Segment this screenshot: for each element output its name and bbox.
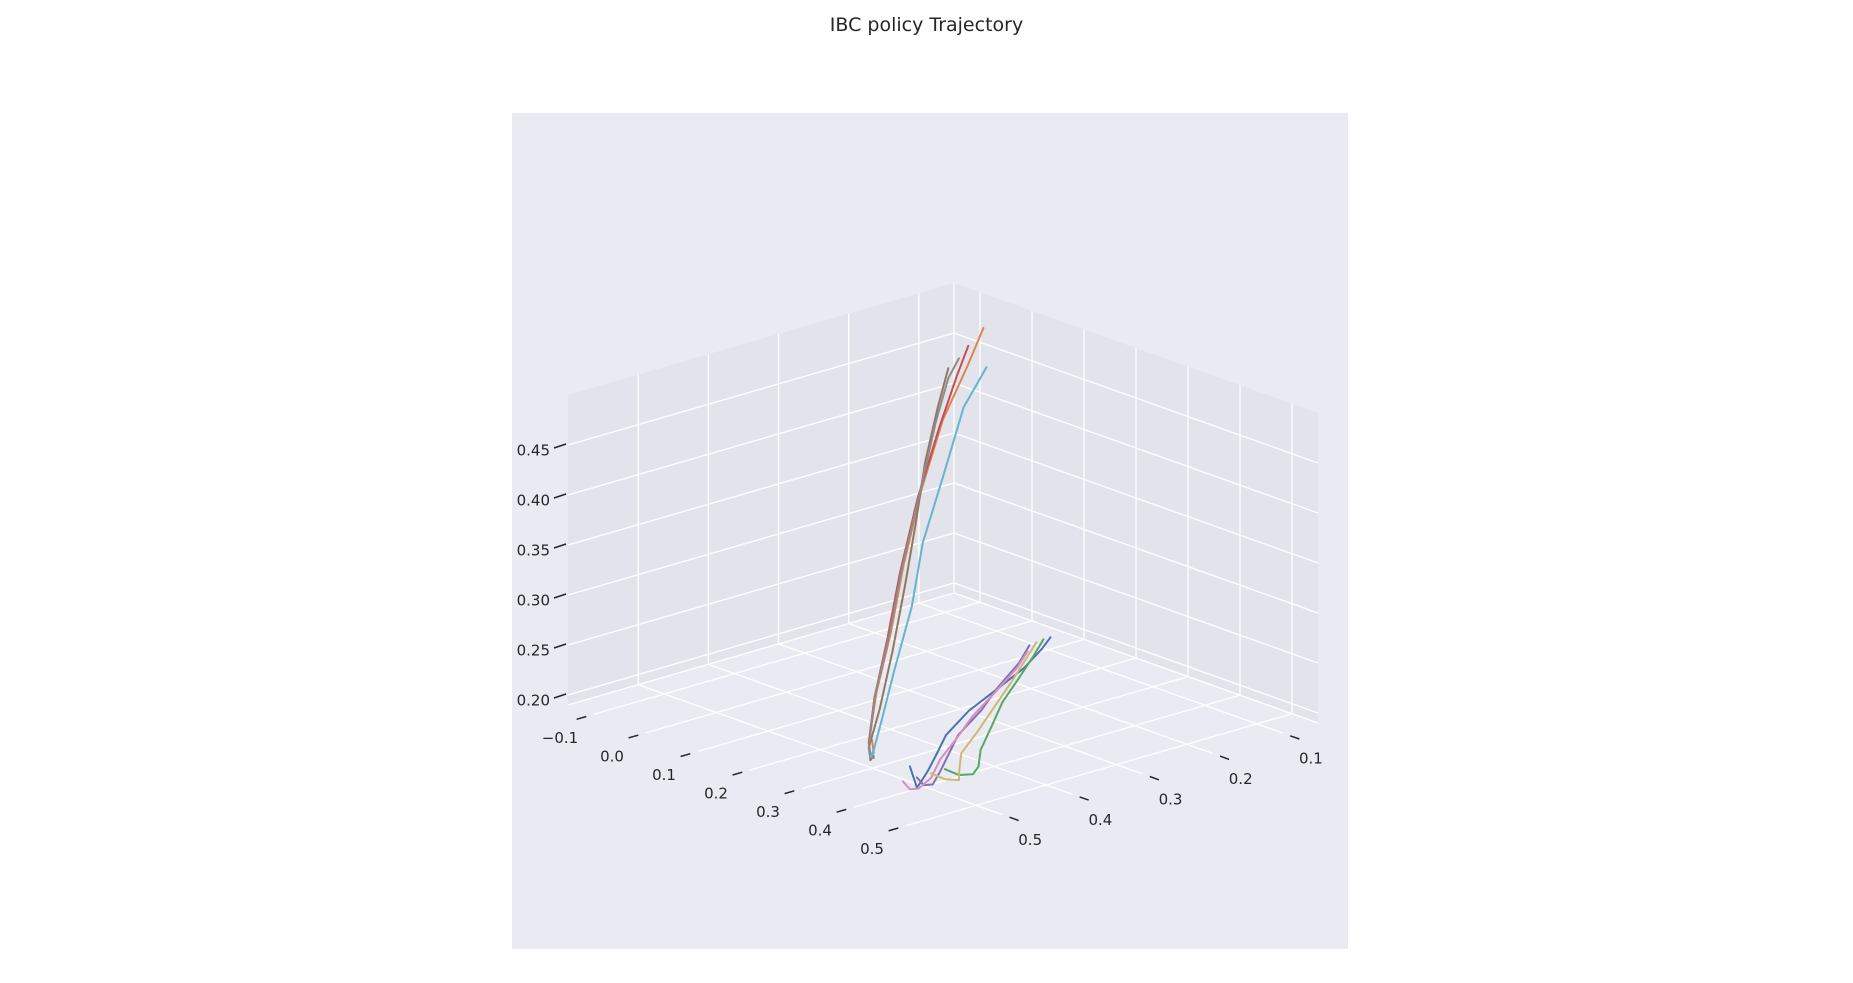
y-gridline: [778, 643, 1143, 775]
x-tick-label: 0.3: [756, 803, 780, 821]
z-gridline: [953, 432, 1319, 564]
x-gridline: [593, 601, 981, 715]
z-gridline: [953, 482, 1319, 614]
z-tick: [553, 643, 567, 649]
x-tick: [576, 715, 587, 721]
y-tick: [1009, 816, 1019, 822]
z-gridline: [567, 532, 955, 646]
x-tick: [732, 771, 743, 776]
x-gridline: [801, 675, 1189, 790]
z-gridline: [953, 332, 1319, 464]
x-tick-label: 0.0: [600, 747, 624, 765]
series-line-7: [901, 650, 1029, 791]
z-gridline: [567, 582, 955, 696]
y-tick: [1079, 796, 1089, 801]
x-tick: [888, 827, 899, 832]
z-tick: [553, 693, 567, 699]
z-gridline: [953, 582, 1319, 714]
x-gridline: [697, 638, 1085, 753]
y-gridline: [918, 602, 1284, 734]
x-tick-label: 0.4: [808, 822, 832, 840]
z-tick-label: 0.20: [517, 692, 550, 710]
z-tick-label: 0.35: [517, 542, 550, 560]
z-gridline: [953, 382, 1319, 514]
z-gridline: [953, 532, 1319, 664]
z-gridline: [567, 382, 955, 496]
z-tick: [553, 593, 567, 599]
series-line-8: [867, 357, 960, 759]
z-gridline: [567, 432, 955, 546]
chart-title: IBC policy Trajectory: [829, 14, 1024, 36]
x-gridline: [905, 713, 1293, 827]
x-tick: [836, 808, 847, 813]
pane-edge: [567, 592, 955, 706]
y-tick-label: 0.5: [1018, 831, 1042, 849]
series-line-10: [869, 366, 988, 759]
x-tick-label: 0.5: [860, 840, 884, 858]
right-wall-pane: [568, 283, 954, 705]
y-tick: [1149, 775, 1160, 781]
grid-lines: [567, 283, 1319, 827]
y-tick: [1289, 735, 1300, 740]
y-gridline: [708, 663, 1073, 795]
x-tick-label: 0.2: [704, 785, 728, 803]
z-tick: [553, 493, 567, 499]
y-tick-label: 0.3: [1159, 790, 1183, 808]
x-tick: [680, 752, 691, 758]
x-gridline: [749, 657, 1137, 771]
y-gridline: [848, 622, 1213, 755]
y-tick: [1219, 755, 1230, 761]
series-line-3: [944, 638, 1045, 777]
z-tick: [553, 543, 567, 549]
y-tick-label: 0.4: [1088, 811, 1112, 829]
z-tick-label: 0.45: [517, 442, 550, 460]
y-tick-label: 0.1: [1299, 750, 1323, 768]
z-tick-label: 0.25: [517, 642, 550, 660]
z-gridline: [567, 482, 955, 596]
x-tick: [784, 790, 795, 795]
y-gridline: [637, 683, 1003, 816]
x-gridline: [645, 620, 1033, 734]
z-gridline: [567, 332, 955, 446]
z-tick: [553, 443, 567, 449]
x-tick: [628, 734, 639, 739]
z-tick-label: 0.30: [517, 592, 550, 610]
x-tick-label: −0.1: [542, 729, 578, 747]
x-tick-label: 0.1: [652, 766, 676, 784]
series-line-5: [915, 644, 1031, 787]
y-tick-label: 0.2: [1229, 770, 1253, 788]
series-lines: [867, 327, 1052, 791]
series-line-9: [929, 641, 1038, 782]
z-tick-label: 0.40: [517, 492, 550, 510]
axis-ticks: −0.1 0.0 0.1 0.2 0.3 0.4 0.5 0.1 0.2 0.3 0.4 0.5 0.2…: [517, 442, 1323, 859]
